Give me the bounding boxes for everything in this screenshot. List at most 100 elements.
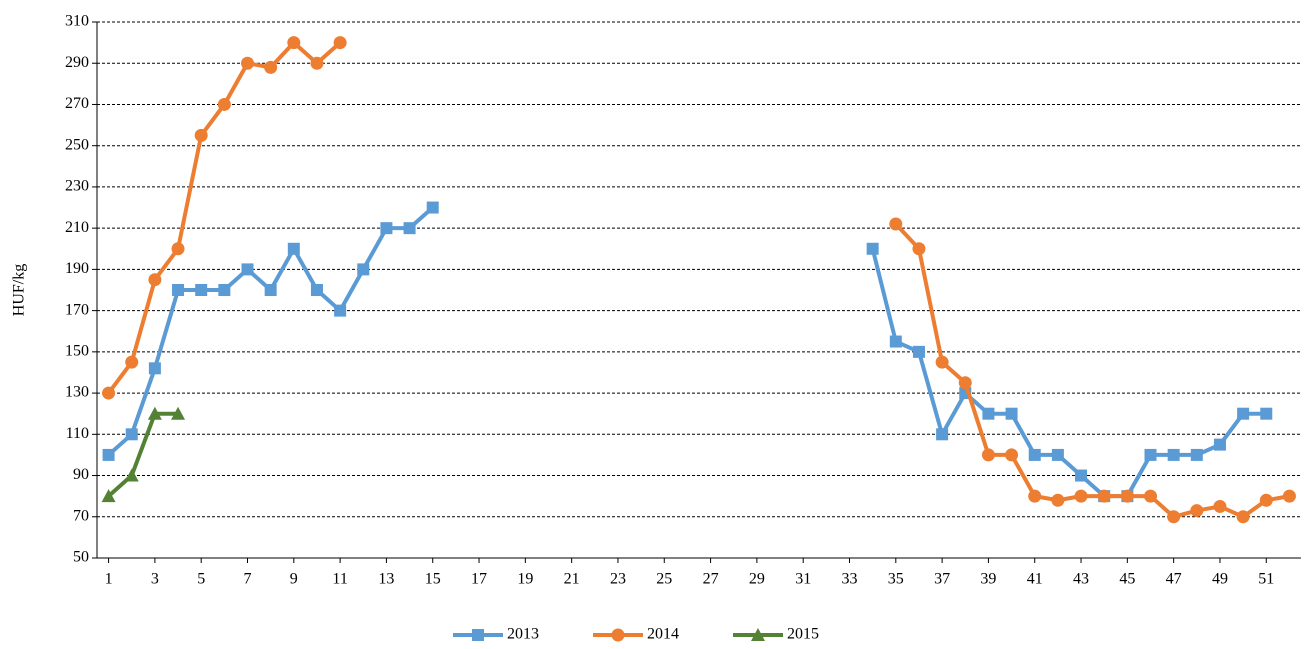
marker bbox=[172, 284, 185, 296]
x-tick-label: 49 bbox=[1212, 571, 1228, 588]
marker bbox=[194, 128, 208, 142]
y-tick-label: 170 bbox=[65, 301, 89, 318]
x-tick-label: 47 bbox=[1166, 571, 1182, 588]
x-tick-label: 25 bbox=[656, 571, 672, 588]
marker bbox=[125, 428, 138, 441]
x-tick-label: 35 bbox=[888, 571, 904, 588]
y-tick-label: 150 bbox=[65, 343, 89, 360]
marker bbox=[334, 304, 347, 317]
x-tick-label: 3 bbox=[151, 571, 159, 588]
x-tick-label: 13 bbox=[378, 571, 394, 588]
x-tick-label: 5 bbox=[197, 571, 205, 588]
x-tick-label: 43 bbox=[1073, 571, 1089, 588]
marker bbox=[1144, 489, 1157, 503]
marker bbox=[403, 222, 416, 235]
marker bbox=[101, 489, 116, 503]
marker bbox=[1167, 448, 1180, 461]
marker bbox=[333, 36, 347, 50]
y-tick-label: 50 bbox=[73, 549, 89, 566]
marker bbox=[751, 628, 765, 641]
marker bbox=[380, 222, 393, 235]
marker bbox=[889, 217, 903, 231]
marker bbox=[195, 284, 208, 296]
marker bbox=[1167, 510, 1181, 524]
marker bbox=[1237, 407, 1250, 420]
marker bbox=[241, 263, 254, 276]
x-tick-label: 23 bbox=[610, 571, 626, 588]
x-tick-label: 1 bbox=[105, 571, 113, 588]
marker bbox=[1190, 448, 1203, 461]
marker bbox=[1144, 448, 1157, 461]
x-tick-label: 33 bbox=[842, 571, 858, 588]
marker bbox=[866, 242, 879, 255]
marker bbox=[310, 284, 323, 296]
marker bbox=[889, 335, 902, 348]
x-tick-label: 51 bbox=[1258, 571, 1274, 588]
y-tick-label: 130 bbox=[65, 384, 89, 401]
marker bbox=[1097, 489, 1111, 503]
marker bbox=[148, 362, 161, 375]
marker bbox=[264, 60, 278, 74]
y-axis-label: HUF/kg bbox=[11, 264, 28, 316]
marker bbox=[912, 242, 926, 256]
marker bbox=[981, 448, 995, 462]
marker bbox=[357, 263, 370, 276]
marker bbox=[1051, 493, 1065, 507]
x-tick-label: 7 bbox=[244, 571, 252, 588]
legend-label: 2015 bbox=[787, 626, 819, 643]
marker bbox=[1213, 499, 1227, 513]
marker bbox=[1260, 407, 1273, 420]
marker bbox=[426, 201, 439, 214]
y-tick-label: 90 bbox=[73, 466, 89, 483]
y-tick-label: 110 bbox=[66, 425, 89, 442]
marker bbox=[1028, 448, 1041, 461]
marker bbox=[1028, 489, 1042, 503]
marker bbox=[102, 448, 115, 461]
marker bbox=[171, 242, 185, 256]
marker bbox=[147, 406, 162, 420]
x-tick-label: 29 bbox=[749, 571, 765, 588]
x-tick-label: 17 bbox=[471, 571, 487, 588]
x-tick-label: 31 bbox=[795, 571, 811, 588]
marker bbox=[102, 386, 116, 400]
marker bbox=[958, 376, 972, 390]
legend-label: 2013 bbox=[507, 626, 539, 643]
marker bbox=[171, 406, 186, 420]
marker bbox=[1259, 493, 1273, 507]
marker bbox=[1005, 407, 1018, 420]
x-tick-label: 39 bbox=[980, 571, 996, 588]
y-tick-label: 190 bbox=[65, 260, 89, 277]
marker bbox=[1075, 469, 1088, 482]
marker bbox=[264, 284, 277, 296]
legend-item: 2013 bbox=[453, 626, 539, 643]
series-line bbox=[107, 411, 179, 498]
legend-label: 2014 bbox=[647, 626, 679, 643]
marker bbox=[241, 56, 254, 70]
marker bbox=[912, 345, 925, 358]
legend-item: 2015 bbox=[733, 626, 819, 643]
y-tick-label: 210 bbox=[65, 219, 89, 236]
x-tick-label: 21 bbox=[564, 571, 580, 588]
marker bbox=[1120, 489, 1134, 503]
marker bbox=[472, 629, 484, 641]
marker bbox=[148, 273, 162, 287]
marker bbox=[1051, 448, 1064, 461]
y-tick-label: 70 bbox=[73, 507, 89, 524]
marker bbox=[935, 355, 949, 369]
marker bbox=[1236, 510, 1250, 524]
marker bbox=[611, 628, 625, 642]
y-tick-label: 290 bbox=[65, 54, 89, 71]
legend-item: 2014 bbox=[593, 626, 679, 643]
marker bbox=[287, 242, 300, 255]
marker bbox=[1190, 504, 1204, 518]
y-tick-label: 310 bbox=[65, 13, 89, 30]
y-tick-label: 250 bbox=[65, 136, 89, 153]
marker bbox=[218, 284, 231, 296]
marker bbox=[1213, 438, 1226, 451]
x-tick-label: 45 bbox=[1119, 571, 1135, 588]
marker bbox=[1005, 448, 1019, 462]
marker bbox=[217, 97, 231, 111]
marker bbox=[936, 428, 949, 441]
marker bbox=[310, 56, 324, 70]
